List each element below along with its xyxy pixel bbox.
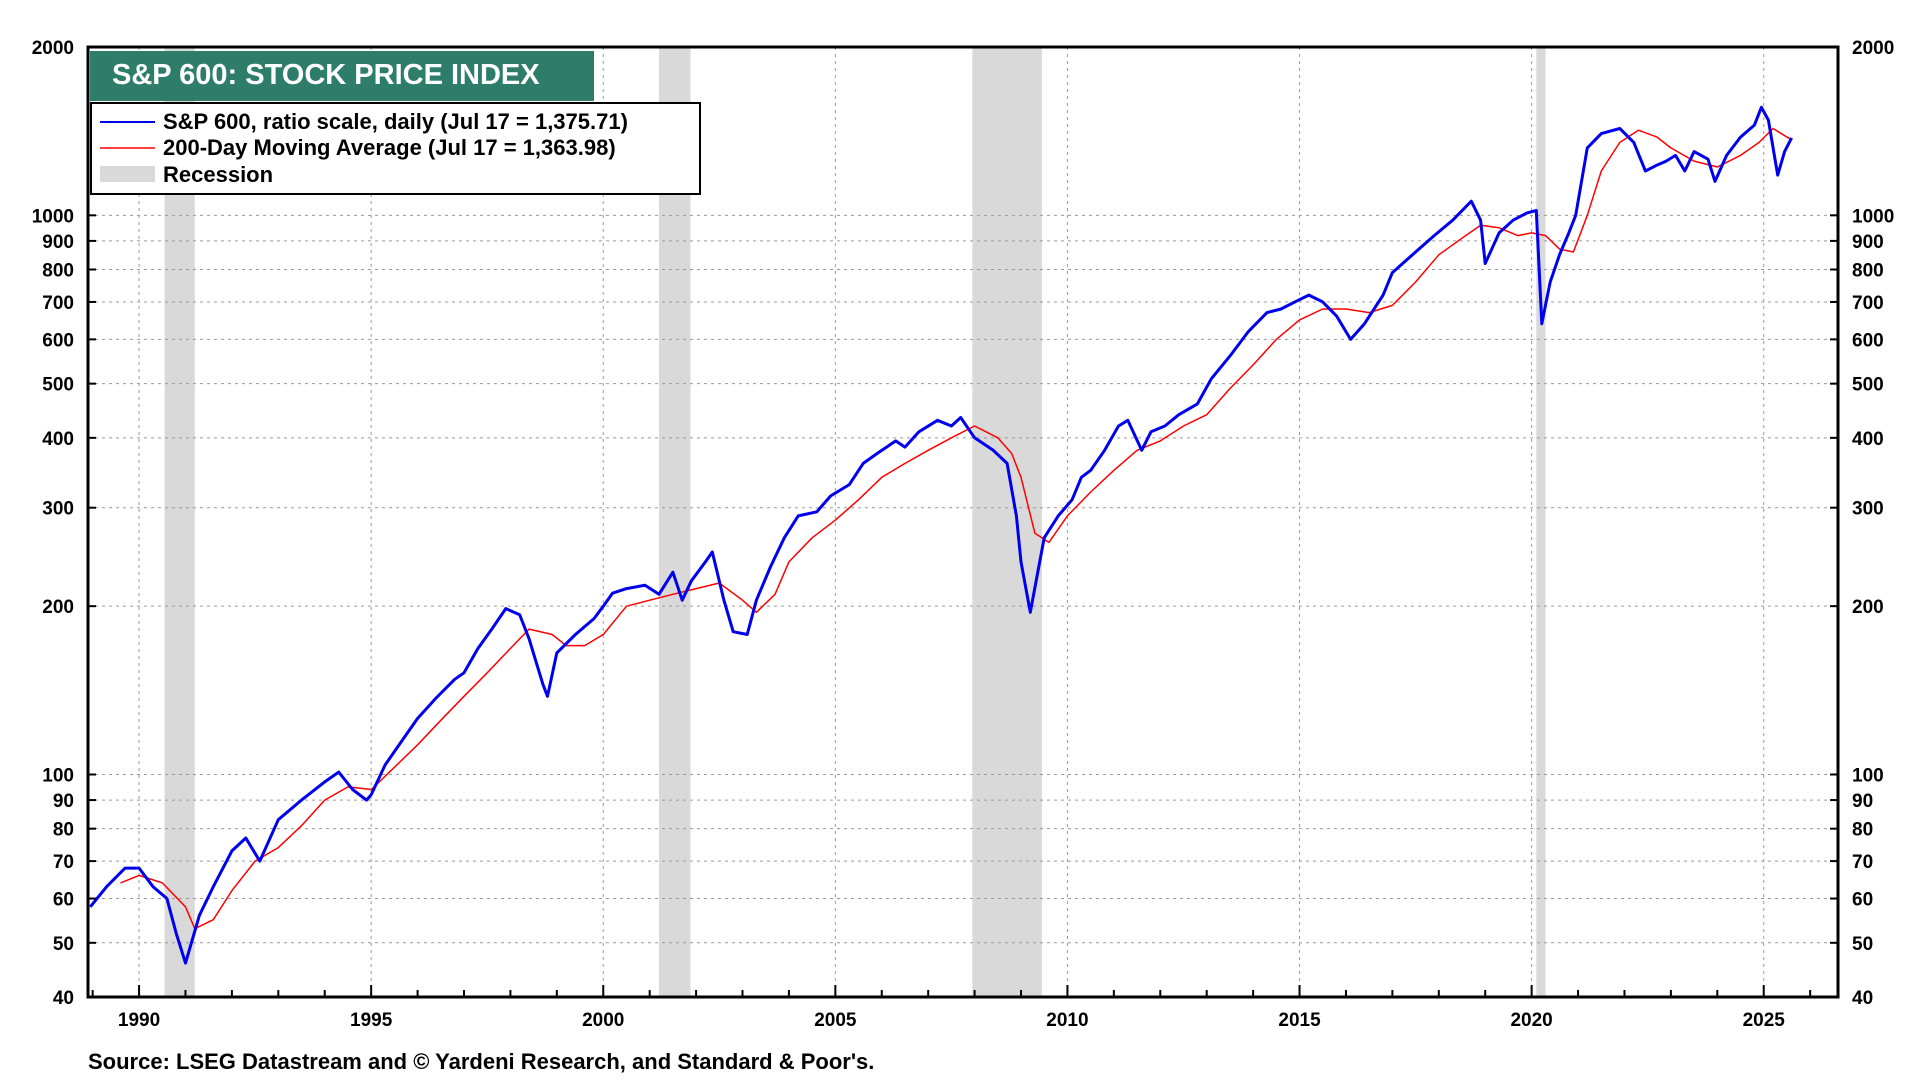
x-tick-label: 2000 bbox=[582, 1010, 624, 1031]
y-tick-label-right: 500 bbox=[1852, 375, 1884, 396]
y-tick-label-left: 2000 bbox=[32, 38, 74, 59]
y-tick-label-right: 900 bbox=[1852, 232, 1884, 253]
legend-label-recession: Recession bbox=[163, 162, 273, 187]
y-tick-label-right: 700 bbox=[1852, 293, 1884, 314]
x-tick-label: 1990 bbox=[118, 1010, 160, 1031]
y-tick-label-right: 1000 bbox=[1852, 206, 1894, 227]
title-background bbox=[90, 51, 594, 101]
recession-band-1 bbox=[658, 47, 691, 997]
y-tick-label-left: 80 bbox=[53, 820, 74, 841]
y-tick-label-left: 900 bbox=[42, 232, 74, 253]
series-line-ma200 bbox=[120, 127, 1792, 930]
axes: 40 40 50 50 60 60 70 70 80 80 90 90 100 100 200 200 300 3… bbox=[32, 38, 1895, 1031]
recession-band-0 bbox=[164, 47, 195, 997]
legend-label-ma200: 200-Day Moving Average (Jul 17 = 1,363.9… bbox=[163, 135, 616, 160]
y-tick-label-right: 90 bbox=[1852, 791, 1873, 812]
y-tick-label-right: 60 bbox=[1852, 890, 1873, 911]
y-tick-label-right: 80 bbox=[1852, 820, 1873, 841]
y-tick-label-left: 400 bbox=[42, 429, 74, 450]
y-tick-label-right: 300 bbox=[1852, 499, 1884, 520]
y-tick-label-left: 40 bbox=[53, 988, 74, 1009]
plot-frame bbox=[86, 45, 1840, 999]
y-tick-label-right: 2000 bbox=[1852, 38, 1894, 59]
recession-band-2 bbox=[972, 47, 1042, 997]
y-tick-label-left: 70 bbox=[53, 852, 74, 873]
y-tick-label-right: 50 bbox=[1852, 934, 1873, 955]
gridlines bbox=[88, 47, 1838, 997]
y-tick-label-left: 200 bbox=[42, 597, 74, 618]
y-tick-label-right: 400 bbox=[1852, 429, 1884, 450]
y-tick-label-left: 600 bbox=[42, 330, 74, 351]
x-tick-label: 2025 bbox=[1743, 1010, 1786, 1031]
y-tick-label-left: 1000 bbox=[32, 206, 74, 227]
x-tick-label: 2010 bbox=[1046, 1010, 1088, 1031]
x-tick-label: 1995 bbox=[350, 1010, 393, 1031]
y-tick-label-right: 40 bbox=[1852, 988, 1873, 1009]
legend-box bbox=[90, 102, 701, 195]
y-tick-label-right: 70 bbox=[1852, 852, 1873, 873]
y-tick-label-left: 90 bbox=[53, 791, 74, 812]
y-tick-label-left: 100 bbox=[42, 765, 74, 786]
y-tick-label-right: 200 bbox=[1852, 597, 1884, 618]
y-tick-label-left: 700 bbox=[42, 293, 74, 314]
y-tick-label-right: 100 bbox=[1852, 765, 1884, 786]
source-note: Source: LSEG Datastream and © Yardeni Re… bbox=[88, 1049, 875, 1074]
chart-title: S&P 600: STOCK PRICE INDEX bbox=[112, 59, 540, 91]
y-tick-label-left: 50 bbox=[53, 934, 74, 955]
y-tick-label-left: 500 bbox=[42, 375, 74, 396]
x-tick-label: 2020 bbox=[1510, 1010, 1552, 1031]
y-tick-label-left: 800 bbox=[42, 261, 74, 282]
y-tick-label-right: 800 bbox=[1852, 261, 1884, 282]
x-tick-label: 2015 bbox=[1278, 1010, 1321, 1031]
y-tick-label-left: 300 bbox=[42, 499, 74, 520]
series-line-sp600 bbox=[89, 105, 1793, 965]
legend-label-sp600: S&P 600, ratio scale, daily (Jul 17 = 1,… bbox=[163, 109, 628, 134]
chart-title-box: S&P 600: STOCK PRICE INDEX bbox=[90, 51, 594, 101]
x-tick-label: 2005 bbox=[814, 1010, 857, 1031]
y-tick-label-right: 600 bbox=[1852, 330, 1884, 351]
recession-bands bbox=[164, 47, 1546, 997]
legend-swatch-recession bbox=[100, 166, 155, 182]
legend: S&P 600, ratio scale, daily (Jul 17 = 1,… bbox=[90, 102, 701, 195]
y-tick-label-left: 60 bbox=[53, 890, 74, 911]
series-lines bbox=[89, 105, 1793, 965]
recession-band-3 bbox=[1536, 47, 1546, 997]
